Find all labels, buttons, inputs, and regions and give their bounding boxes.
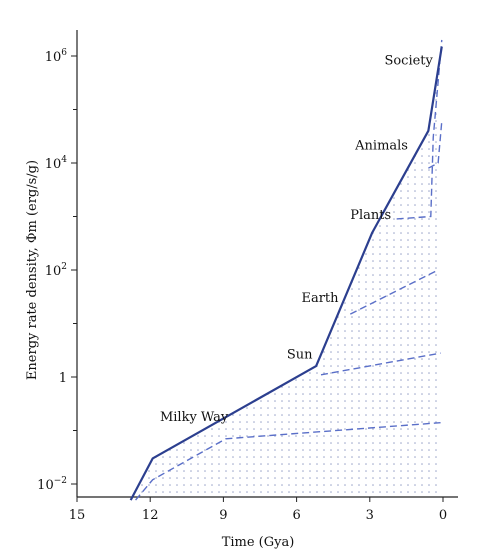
y-tick-label: 1 [59, 371, 67, 386]
y-tick-label: 102 [45, 262, 67, 279]
axes-layer [76, 30, 458, 498]
annotation-label: Sun [287, 348, 313, 363]
annotation-label: Society [384, 53, 433, 68]
annotation-layer: Milky Way Sun Earth Plants Animals Society [160, 53, 434, 425]
main-series-line [129, 46, 443, 501]
annotation-label: Animals [354, 138, 408, 153]
series-layer [129, 39, 443, 501]
x-tick-label: 9 [219, 508, 227, 523]
y-tick-label: 10−2 [37, 476, 67, 493]
x-tick-label: 15 [69, 508, 86, 523]
x-axis-title: Time (Gya) [222, 535, 295, 550]
annotation-label: Earth [301, 291, 339, 306]
x-tick-label: 0 [439, 508, 447, 523]
x-tick-label: 3 [366, 508, 374, 523]
label-layer: Time (Gya) Energy rate density, Φm (erg/… [25, 160, 294, 550]
y-tick-label: 104 [45, 155, 68, 172]
dashed-series-line [135, 421, 441, 501]
annotation-label: Plants [350, 208, 391, 223]
dashed-series-line [396, 39, 443, 220]
shaded-region-layer [130, 46, 442, 501]
dashed-series-line [320, 352, 441, 376]
annotation-label: Milky Way [160, 410, 229, 425]
y-tick-label: 106 [45, 48, 68, 65]
y-axis-title: Energy rate density, Φm (erg/s/g) [25, 160, 40, 380]
dotted-area [130, 46, 442, 501]
dashed-series-line [349, 269, 439, 315]
x-tick-label: 12 [142, 508, 159, 523]
ticks-layer: 15 12 9 6 3 0 10−2 1 102 104 106 [37, 48, 447, 523]
dashed-series-line [428, 121, 443, 169]
x-tick-label: 6 [292, 508, 300, 523]
